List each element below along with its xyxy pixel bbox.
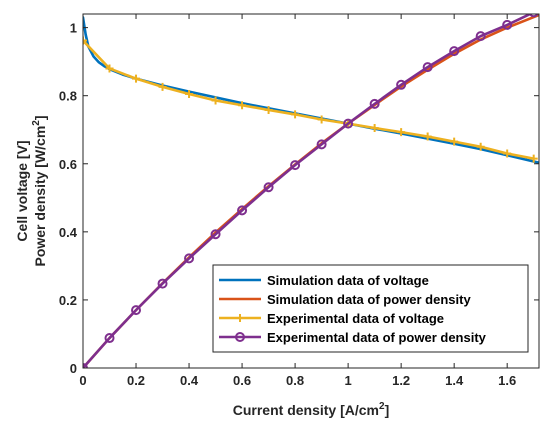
series-line-3	[83, 39, 536, 160]
series-4-marker	[343, 118, 354, 129]
y-tick-label: 1	[70, 21, 77, 36]
series-3-marker	[423, 132, 432, 141]
series-3-marker	[370, 124, 379, 133]
x-tick-label: 1.2	[392, 373, 410, 388]
series-3-marker	[185, 89, 194, 98]
legend-box	[212, 264, 529, 353]
y-axis-title-line-1: Cell voltage [V]	[14, 140, 30, 241]
series-3-marker	[158, 82, 167, 91]
series-3-marker	[211, 96, 220, 105]
series-3-marker	[105, 64, 114, 73]
y-tick-label: 0	[70, 361, 77, 376]
series-4-marker	[475, 31, 486, 42]
legend-label-3: Experimental data of voltage	[267, 311, 444, 326]
legend-label-4: Experimental data of power density	[267, 330, 487, 345]
series-layer	[83, 14, 539, 368]
series-line-1	[83, 16, 539, 165]
series-4-marker	[502, 19, 513, 30]
series-4-marker	[263, 182, 274, 193]
series-4-marker	[449, 46, 460, 57]
y-tick-label: 0.2	[59, 293, 77, 308]
series-3-marker	[476, 142, 485, 151]
y-tick-label: 0.6	[59, 157, 77, 172]
series-4-marker	[528, 14, 539, 18]
series-line-4	[83, 14, 534, 368]
axis-ticks: 0 0.2 0.4 0.6 0.8 1 1.2 1.4 1.6 0 0.2 0.4 0.6 0.8 1	[59, 14, 539, 388]
series-4-marker	[131, 305, 142, 316]
legend-marker-3	[236, 314, 244, 322]
series-3-marker	[503, 149, 512, 158]
series-3-marker	[264, 105, 273, 114]
series-4-marker	[157, 278, 168, 289]
y-tick-label: 0.4	[59, 225, 78, 240]
plot-area-frame	[82, 13, 540, 369]
y-axis-title: Cell voltage [V] Power density [W/cm2]	[14, 115, 48, 266]
series-4-marker	[316, 139, 327, 150]
x-axis-title: Current density [A/cm2]	[233, 401, 389, 418]
x-tick-label: 0.2	[127, 373, 145, 388]
legend-label-1: Simulation data of voltage	[267, 273, 429, 288]
x-tick-label: 0	[79, 373, 86, 388]
series-4-marker	[104, 333, 115, 344]
y-tick-label: 0.8	[59, 89, 77, 104]
x-tick-label: 0.6	[233, 373, 251, 388]
series-4-marker	[237, 205, 248, 216]
legend-marker-4	[235, 332, 245, 342]
y-axis-title-line-2: Power density [W/cm2]	[31, 115, 48, 266]
series-3-marker	[450, 137, 459, 146]
x-tick-label: 1.6	[498, 373, 516, 388]
x-tick-label: 0.4	[180, 373, 199, 388]
series-3-marker	[83, 36, 87, 45]
series-3-marker	[317, 115, 326, 124]
series-3-marker	[238, 101, 247, 110]
series-4-marker	[290, 160, 301, 171]
series-4-marker	[422, 62, 433, 73]
x-tick-label: 1	[344, 373, 351, 388]
series-4-marker	[396, 79, 407, 90]
series-4-marker	[369, 98, 380, 109]
x-tick-label: 1.4	[445, 373, 464, 388]
series-3-marker	[132, 74, 141, 83]
legend: Simulation data of voltage Simulation dat…	[212, 264, 529, 353]
series-3-marker	[529, 154, 538, 163]
series-3-marker	[397, 128, 406, 137]
x-tick-label: 0.8	[286, 373, 304, 388]
legend-entries: Simulation data of voltage Simulation dat…	[219, 273, 487, 345]
series-4-marker	[184, 253, 195, 264]
series-4-marker	[210, 229, 221, 240]
legend-label-2: Simulation data of power density	[267, 292, 471, 307]
series-3-marker	[291, 110, 300, 119]
